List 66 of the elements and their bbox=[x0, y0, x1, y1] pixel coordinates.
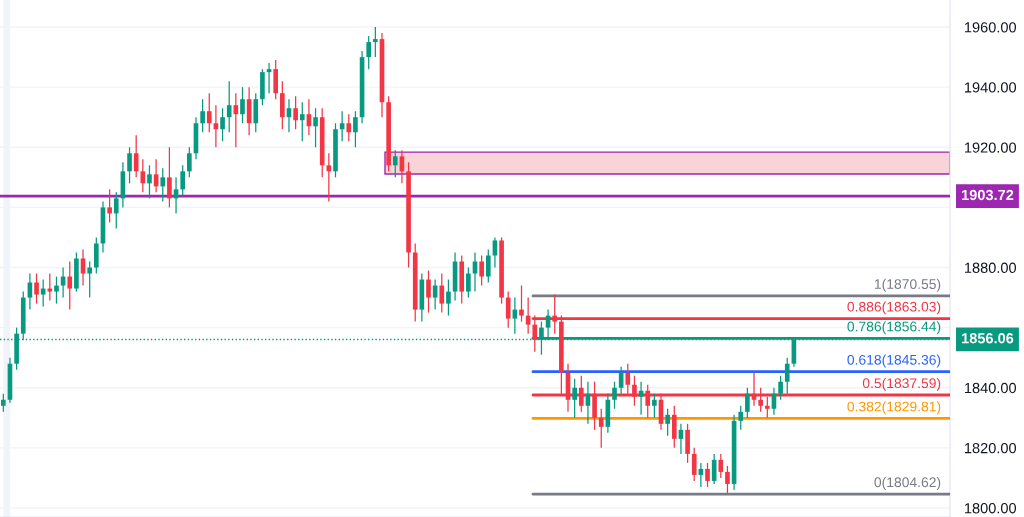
candlestick bbox=[505, 290, 511, 329]
candlestick bbox=[346, 113, 352, 142]
candlestick bbox=[426, 269, 431, 314]
candlestick bbox=[665, 408, 670, 437]
candlestick bbox=[113, 191, 119, 230]
y-tick-label: 1940.00 bbox=[965, 82, 1017, 93]
candlestick bbox=[572, 378, 577, 419]
candlestick bbox=[313, 107, 318, 148]
ref-line-label: 0.5(1837.59) bbox=[862, 377, 941, 391]
candlestick bbox=[652, 393, 657, 419]
candlestick bbox=[80, 248, 86, 287]
candlestick bbox=[160, 167, 166, 203]
ref-line-label: 1903.72 bbox=[962, 189, 1014, 201]
candlestick bbox=[34, 272, 39, 305]
ref-line-label: 0(1804.62) bbox=[874, 476, 941, 490]
candlestick bbox=[778, 375, 783, 401]
candlestick bbox=[366, 35, 372, 70]
candlestick bbox=[107, 188, 112, 224]
candlestick bbox=[373, 26, 378, 58]
ref-line-label: 0.786(1856.44) bbox=[847, 321, 941, 335]
candlestick bbox=[705, 462, 710, 488]
candlestick bbox=[220, 107, 225, 142]
candlestick bbox=[466, 266, 471, 299]
candlestick bbox=[738, 405, 744, 431]
candlestick bbox=[147, 164, 152, 200]
candlestick bbox=[206, 92, 212, 133]
candlestick bbox=[299, 101, 305, 142]
candlestick bbox=[598, 408, 604, 449]
y-tick-label: 1820.00 bbox=[965, 442, 1017, 454]
ref-line-label: 0.382(1829.81) bbox=[847, 401, 941, 415]
y-tick-label: 1800.00 bbox=[965, 503, 1017, 514]
candlestick bbox=[446, 278, 451, 317]
candlestick bbox=[67, 260, 73, 311]
candlestick bbox=[226, 80, 232, 133]
ref-line-label: 0.886(1863.03) bbox=[847, 301, 941, 315]
candlestick bbox=[127, 146, 132, 184]
candlestick bbox=[718, 453, 724, 479]
candlestick bbox=[1, 393, 6, 413]
candlestick bbox=[392, 149, 398, 178]
ref-line-label: 1856.06 bbox=[962, 333, 1014, 344]
y-tick-label: 1840.00 bbox=[965, 382, 1017, 394]
candlestick bbox=[439, 272, 445, 314]
candlestick bbox=[479, 254, 484, 287]
candlestick bbox=[180, 164, 186, 197]
candlestick bbox=[200, 98, 205, 133]
ref-line-label: 1(1870.55) bbox=[874, 278, 941, 292]
candlestick bbox=[745, 387, 750, 419]
candlestick bbox=[519, 284, 524, 323]
candlestick bbox=[485, 248, 491, 284]
y-tick-label: 1920.00 bbox=[965, 142, 1017, 153]
candlestick bbox=[40, 278, 46, 308]
candlestick bbox=[187, 146, 192, 178]
candlestick bbox=[54, 275, 59, 305]
candlestick bbox=[725, 465, 730, 494]
candlestick bbox=[691, 447, 697, 482]
candlestick bbox=[167, 146, 172, 209]
candlestick bbox=[87, 260, 93, 299]
candlestick bbox=[293, 95, 298, 130]
y-tick-label: 1960.00 bbox=[965, 22, 1017, 33]
candlestick bbox=[133, 134, 139, 178]
candlestick bbox=[240, 86, 245, 124]
ref-line-label: 0.618(1845.36) bbox=[847, 354, 941, 368]
candlestick bbox=[612, 381, 617, 410]
candlestick bbox=[353, 110, 358, 148]
y-tick-label: 1880.00 bbox=[965, 262, 1017, 273]
candlestick bbox=[784, 357, 790, 395]
